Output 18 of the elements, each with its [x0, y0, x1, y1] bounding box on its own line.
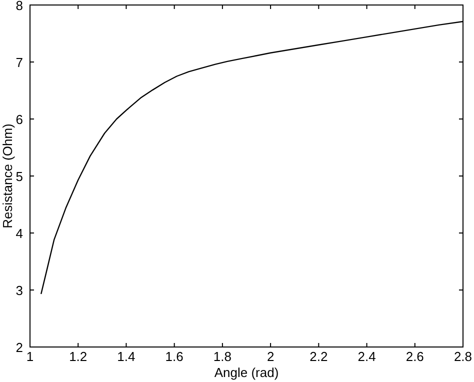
y-tick-label: 7 [16, 55, 23, 70]
x-tick-label: 1.8 [213, 349, 232, 364]
x-tick-label: 2 [266, 349, 274, 364]
x-tick-label: 2.8 [454, 349, 472, 364]
x-tick-label: 2.2 [310, 349, 328, 364]
y-axis-title: Resistance (Ohm) [0, 124, 15, 228]
y-tick-label: 6 [16, 112, 23, 127]
y-tick-label: 3 [16, 283, 23, 298]
x-tick-label: 1.2 [69, 349, 88, 364]
x-tick-label: 2.6 [406, 349, 424, 364]
x-tick-label: 1 [26, 349, 34, 364]
x-tick-label: 1.4 [117, 349, 136, 364]
y-tick-label: 8 [16, 0, 23, 13]
x-tick-label: 2.4 [358, 349, 376, 364]
x-tick-label: 1.6 [165, 349, 184, 364]
y-tick-label: 5 [16, 169, 23, 184]
y-tick-label: 4 [16, 226, 23, 241]
x-axis-title: Angle (rad) [214, 365, 279, 380]
